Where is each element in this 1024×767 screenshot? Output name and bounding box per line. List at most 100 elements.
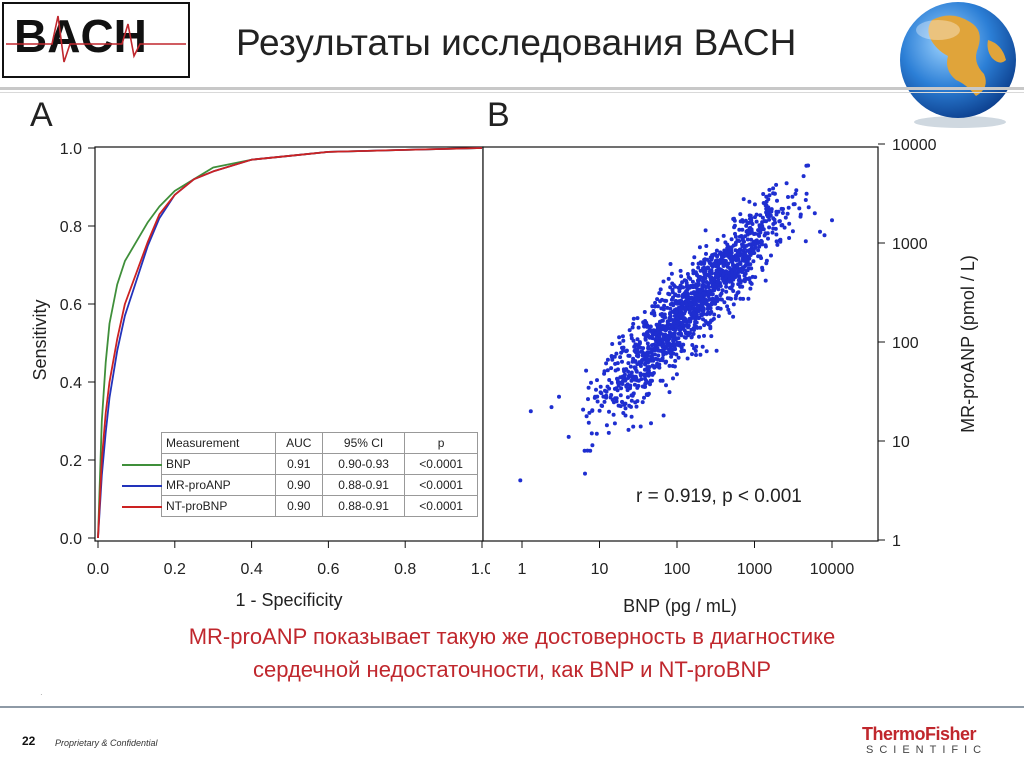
scatter-point	[665, 319, 670, 324]
scatter-point	[639, 358, 644, 363]
scatter-point	[675, 301, 680, 306]
scatter-point	[618, 404, 623, 409]
scatter-point	[629, 398, 634, 403]
scatter-point	[628, 383, 633, 388]
scatter-point	[693, 317, 698, 322]
scatter-point	[791, 202, 796, 207]
legend-swatch-nt-probnp	[122, 505, 162, 508]
scatter-point	[690, 343, 695, 347]
scatter-point	[741, 197, 746, 202]
scatter-x-tick-label: 10	[591, 561, 609, 578]
scatter-point	[660, 356, 665, 361]
scatter-point	[715, 237, 720, 242]
scatter-point	[612, 421, 617, 426]
scatter-point	[696, 261, 701, 266]
scatter-x-tick-label: 100	[664, 561, 691, 578]
scatter-point	[786, 205, 791, 210]
scatter-point	[615, 378, 620, 383]
scatter-point	[679, 274, 684, 279]
scatter-point	[719, 291, 724, 296]
scatter-point	[721, 251, 726, 256]
scatter-point	[740, 243, 745, 247]
scatter-point	[738, 262, 743, 266]
scatter-point	[607, 386, 612, 391]
scatter-point	[702, 260, 707, 265]
scatter-point	[733, 256, 738, 261]
scatter-y-tick-label: 1000	[892, 236, 928, 253]
scatter-point	[678, 268, 683, 273]
scatter-point	[714, 264, 719, 269]
scatter-point	[686, 323, 691, 328]
scatter-point	[677, 289, 682, 294]
scatter-x-tick-label: 1000	[737, 561, 773, 578]
scatter-point	[668, 262, 673, 266]
scatter-point	[772, 191, 777, 196]
scatter-point	[731, 262, 735, 267]
scatter-point	[698, 352, 703, 357]
scatter-point	[774, 232, 779, 237]
scatter-point	[655, 346, 660, 351]
scatter-point	[711, 276, 716, 281]
scatter-point	[592, 395, 597, 400]
scatter-x-axis-label: BNP (pg / mL)	[623, 596, 737, 616]
scatter-point	[756, 248, 761, 253]
scatter-point	[676, 355, 681, 360]
scatter-point	[643, 361, 648, 366]
roc-x-tick-label: 1.0	[471, 561, 490, 578]
scatter-point	[737, 253, 742, 258]
scatter-point	[742, 239, 746, 244]
scatter-point	[615, 388, 620, 393]
legend-name-nt-probnp: NT-proBNP	[166, 499, 228, 513]
scatter-point	[678, 307, 683, 312]
ecg-wave-icon: BACH	[6, 10, 186, 63]
scatter-point	[660, 349, 665, 354]
brand-logo-bottom: SCIENTIFIC	[866, 744, 988, 756]
conclusion-line-2: сердечной недостаточности, как BNP и NT-…	[252, 657, 772, 682]
roc-x-tick-label: 0.6	[317, 561, 339, 578]
scatter-point	[760, 215, 765, 220]
scatter-point	[631, 338, 636, 343]
scatter-point	[604, 361, 609, 366]
scatter-point	[644, 392, 649, 397]
scatter-point	[671, 339, 676, 344]
scatter-point	[652, 312, 657, 316]
roc-y-tick-label: 0.2	[60, 453, 82, 470]
scatter-point	[711, 285, 715, 290]
scatter-point	[644, 378, 649, 383]
roc-x-tick-label: 0.0	[87, 561, 109, 578]
scatter-point	[700, 344, 705, 349]
scatter-point	[691, 326, 696, 331]
scatter-point	[793, 191, 798, 196]
scatter-point	[702, 283, 706, 288]
scatter-point	[727, 310, 732, 315]
scatter-point	[620, 359, 624, 364]
scatter-point	[716, 277, 721, 282]
legend-header-row: Measurement AUC 95% CI p	[161, 432, 478, 454]
scatter-point	[726, 250, 731, 255]
scatter-point	[787, 236, 792, 240]
scatter-point	[729, 286, 734, 291]
scatter-point	[742, 246, 747, 251]
scatter-point	[658, 378, 663, 383]
scatter-point	[618, 393, 623, 398]
roc-legend-table: Measurement AUC 95% CI p BNP 0.91 0.90-0…	[122, 432, 478, 517]
legend-auc: 0.90	[274, 474, 323, 496]
scatter-point	[626, 361, 631, 366]
scatter-point	[731, 302, 736, 307]
scatter-point	[664, 338, 669, 343]
scatter-point	[733, 231, 737, 236]
scatter-point	[757, 244, 762, 249]
scatter-point	[650, 304, 655, 309]
scatter-point	[635, 347, 640, 352]
header-divider-thin	[0, 92, 1024, 93]
scatter-point	[688, 284, 693, 288]
scatter-point	[742, 279, 747, 284]
scatter-point	[803, 198, 808, 202]
scatter-point	[627, 328, 632, 333]
scatter-point	[787, 221, 792, 226]
scatter-point	[557, 394, 561, 399]
scatter-point	[769, 209, 774, 214]
scatter-point	[635, 316, 640, 321]
scatter-point	[690, 352, 694, 357]
scatter-point	[700, 275, 705, 280]
